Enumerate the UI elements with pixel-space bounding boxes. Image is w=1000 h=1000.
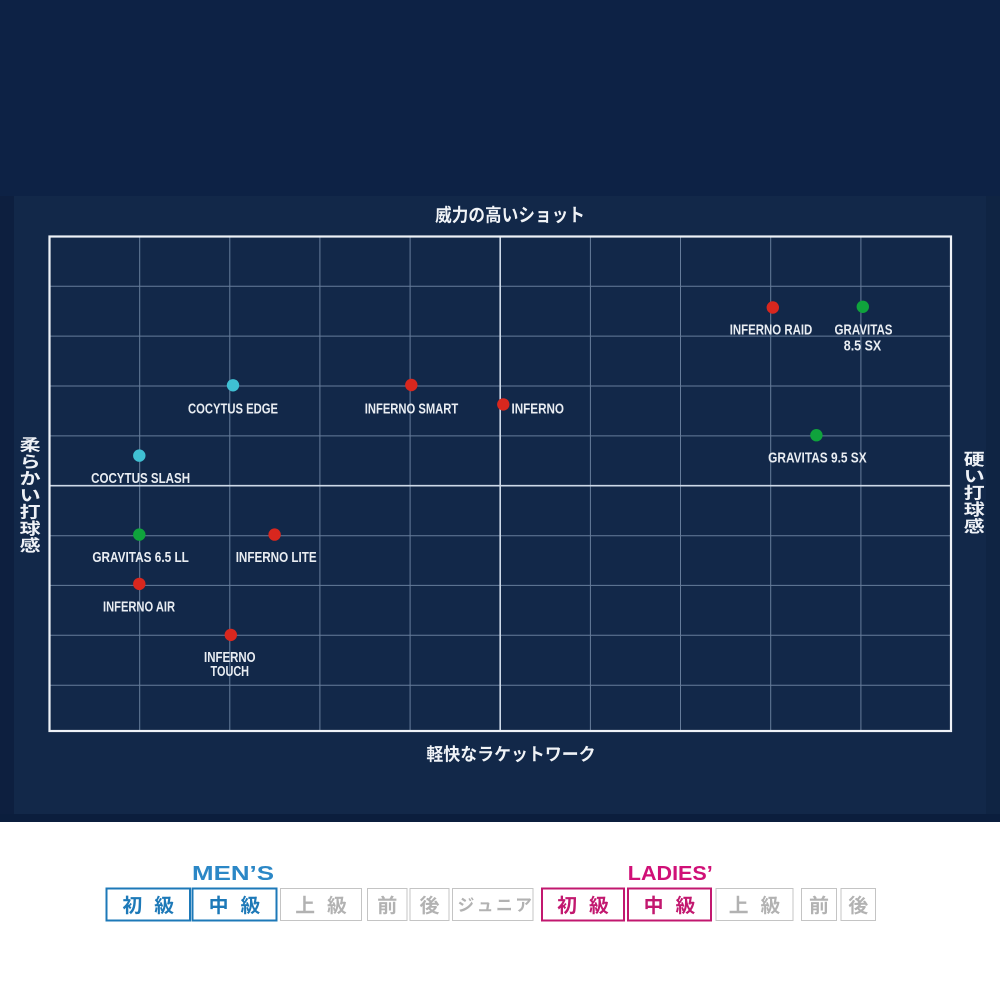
svg-text:COCYTUS SLASH: COCYTUS SLASH bbox=[91, 470, 190, 487]
svg-text:INFERNO LITE: INFERNO LITE bbox=[236, 549, 317, 566]
svg-text:GRAVITAS: GRAVITAS bbox=[835, 322, 893, 339]
svg-text:INFERNO: INFERNO bbox=[204, 649, 256, 666]
svg-text:LADIES’: LADIES’ bbox=[628, 863, 713, 885]
svg-text:TOUCH: TOUCH bbox=[211, 663, 250, 680]
svg-text:COCYTUS EDGE: COCYTUS EDGE bbox=[188, 400, 278, 417]
svg-text:8.5 SX: 8.5 SX bbox=[844, 338, 882, 355]
svg-text:INFERNO AIR: INFERNO AIR bbox=[103, 599, 175, 616]
svg-text:INFERNO SMART: INFERNO SMART bbox=[365, 400, 459, 417]
svg-text:GRAVITAS 9.5 SX: GRAVITAS 9.5 SX bbox=[768, 450, 867, 467]
svg-text:INFERNO: INFERNO bbox=[512, 401, 565, 418]
svg-text:GRAVITAS 6.5 LL: GRAVITAS 6.5 LL bbox=[92, 549, 189, 566]
svg-text:INFERNO RAID: INFERNO RAID bbox=[730, 322, 813, 339]
svg-text:MEN’S: MEN’S bbox=[192, 863, 274, 885]
